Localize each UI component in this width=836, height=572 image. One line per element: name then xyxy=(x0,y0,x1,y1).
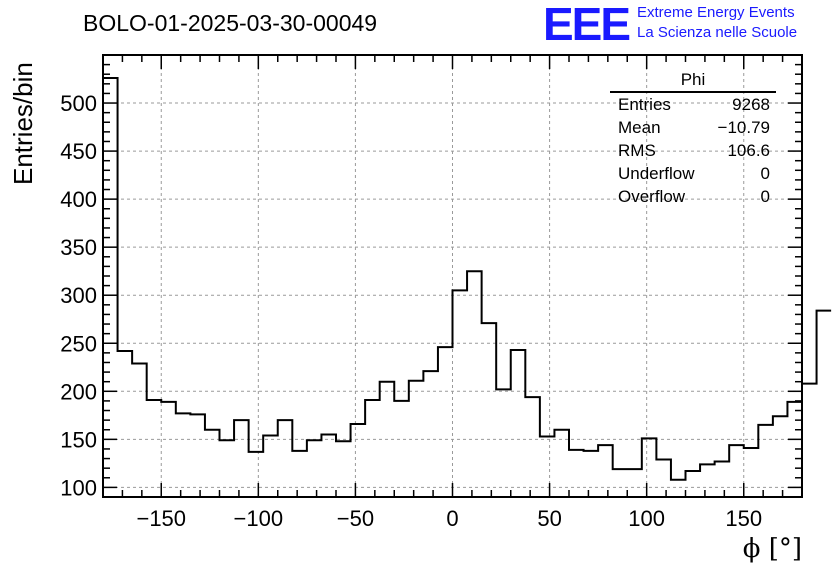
chart-title: BOLO-01-2025-03-30-00049 xyxy=(83,10,378,36)
histogram-bin xyxy=(351,424,366,497)
histogram-bin xyxy=(467,271,482,497)
histogram-bin xyxy=(715,461,730,497)
histogram-bin xyxy=(249,452,264,497)
histogram-bin xyxy=(773,416,788,497)
stats-row-underflow: Underflow 0 xyxy=(610,164,776,187)
x-tick-label: 50 xyxy=(537,506,561,531)
histogram-bin xyxy=(190,414,205,497)
histogram-bin xyxy=(642,438,657,497)
y-axis-label: Entries/bin xyxy=(8,62,38,185)
stats-value: 9268 xyxy=(732,95,770,114)
histogram-bin xyxy=(817,311,832,497)
stats-label: Entries xyxy=(618,95,671,114)
logo-subtitle-line2: La Scienza nelle Scuole xyxy=(637,24,798,41)
histogram-bin xyxy=(161,402,176,497)
stats-value: −10.79 xyxy=(717,118,770,137)
tick-labels: −150 −100 −50 0 50 100 150 100 150 200 250 300 350 40… xyxy=(60,91,762,531)
histogram-bin xyxy=(598,445,613,497)
histogram-bin xyxy=(671,480,686,497)
histogram-bin xyxy=(234,420,249,497)
x-tick-label: 0 xyxy=(446,506,458,531)
eee-logo: EEE xyxy=(543,0,631,50)
x-tick-label: −150 xyxy=(136,506,186,531)
histogram-bin xyxy=(686,471,701,497)
stats-row-overflow: Overflow 0 xyxy=(610,187,776,210)
y-tick-label: 450 xyxy=(60,139,97,164)
stats-row-rms: RMS 106.6 xyxy=(610,141,776,164)
histogram-bin xyxy=(627,469,642,497)
x-tick-label: −50 xyxy=(337,506,374,531)
histogram-bin xyxy=(336,441,351,497)
histogram-series xyxy=(103,77,832,497)
stats-value: 106.6 xyxy=(727,141,770,160)
histogram-bin xyxy=(700,464,715,497)
histogram-bin xyxy=(802,384,817,497)
histogram-bin xyxy=(511,350,526,497)
y-tick-label: 150 xyxy=(60,427,97,452)
y-tick-label: 400 xyxy=(60,187,97,212)
histogram-bin xyxy=(278,420,293,497)
y-tick-label: 500 xyxy=(60,91,97,116)
x-axis-label: ϕ [°] xyxy=(742,534,802,564)
stats-label: RMS xyxy=(618,141,656,160)
x-tick-label: 150 xyxy=(725,506,762,531)
stats-row-mean: Mean −10.79 xyxy=(610,118,776,141)
stats-label: Underflow xyxy=(618,164,695,183)
histogram-bin xyxy=(292,451,307,497)
histogram-bin xyxy=(220,440,235,497)
histogram-bin xyxy=(394,401,409,497)
histogram-bin xyxy=(118,351,133,497)
stats-box-title: Phi xyxy=(610,70,776,93)
histogram-bin xyxy=(540,436,555,497)
histogram-bin xyxy=(744,448,759,497)
histogram-bin xyxy=(496,389,511,497)
histogram-bin xyxy=(758,425,773,497)
y-tick-label: 300 xyxy=(60,283,97,308)
histogram-bin xyxy=(365,400,380,497)
y-tick-label: 250 xyxy=(60,331,97,356)
histogram-bin xyxy=(176,413,191,497)
y-tick-label: 350 xyxy=(60,235,97,260)
y-tick-label: 100 xyxy=(60,475,97,500)
stats-label: Overflow xyxy=(618,187,686,206)
stats-row-entries: Entries 9268 xyxy=(610,95,776,118)
histogram-bin xyxy=(423,371,438,497)
stats-value: 0 xyxy=(760,187,770,206)
histogram-bin xyxy=(584,451,599,497)
histogram-bin xyxy=(482,323,497,497)
histogram-bin xyxy=(525,397,540,497)
histogram-bin xyxy=(438,347,453,497)
stats-label: Mean xyxy=(618,118,661,137)
histogram-bin xyxy=(147,400,162,497)
logo-subtitle-line1: Extreme Energy Events xyxy=(637,4,795,21)
histogram-bin xyxy=(613,469,628,497)
histogram-bin xyxy=(729,445,744,497)
histogram-steps xyxy=(103,77,832,481)
x-tick-label: −100 xyxy=(234,506,284,531)
y-tick-label: 200 xyxy=(60,379,97,404)
x-tick-label: 100 xyxy=(628,506,665,531)
histogram-bin xyxy=(307,440,322,497)
histogram-bin xyxy=(569,450,584,497)
histogram-bin xyxy=(656,460,671,497)
stats-value: 0 xyxy=(760,164,770,183)
histogram-bin xyxy=(132,363,147,497)
axis-ticks xyxy=(102,54,803,498)
histogram-bin xyxy=(453,290,468,497)
stats-box: Phi Entries 9268 Mean −10.79 RMS 106.6 U… xyxy=(610,70,776,210)
